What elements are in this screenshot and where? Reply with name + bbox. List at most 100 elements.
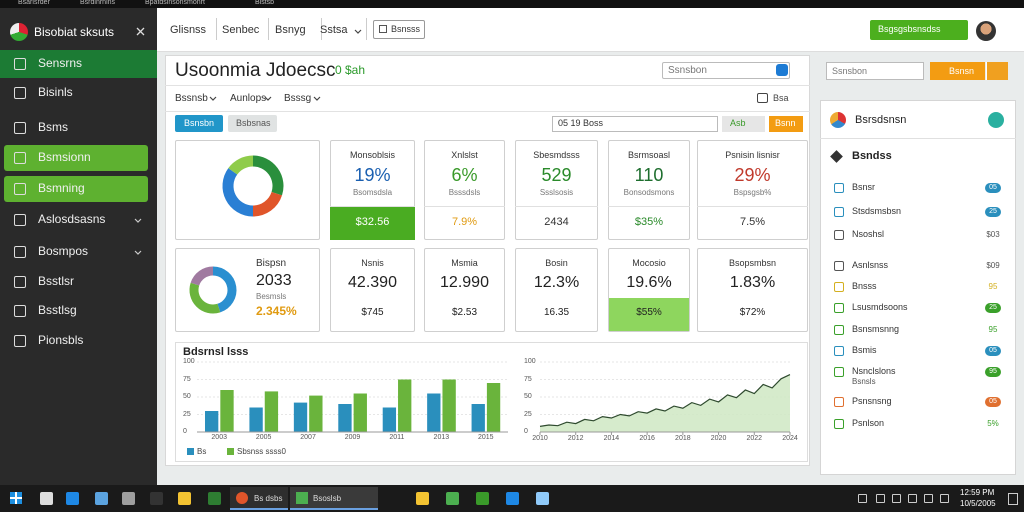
list-item[interactable]: Stsdsmsbsn <box>852 206 902 216</box>
button-icon <box>379 25 387 33</box>
taskbar-icon[interactable] <box>506 492 519 505</box>
list-item[interactable]: Nsnclslons <box>852 366 896 376</box>
item-icon <box>834 230 844 240</box>
tray-icon <box>892 494 901 503</box>
badge-label: 25 <box>989 304 997 311</box>
menu-item[interactable]: Bisinls <box>38 85 73 99</box>
tray-icon <box>876 494 885 503</box>
card-foot: 2434 <box>544 216 569 228</box>
filter-dropdown[interactable]: Aunlops <box>230 93 267 104</box>
taskbar-tab[interactable] <box>290 487 378 510</box>
tab-divider <box>321 18 322 40</box>
menu-icon <box>14 122 26 134</box>
list-item[interactable]: Bsmis <box>852 345 877 355</box>
item-icon <box>834 183 844 193</box>
caret <box>134 218 142 223</box>
taskbar-icon[interactable] <box>66 492 79 505</box>
toolbar-icon <box>757 93 768 103</box>
tab-divider <box>268 18 269 40</box>
y-tick-label: 25 <box>524 410 532 418</box>
bar <box>293 402 308 432</box>
menu-item[interactable]: Bosmpos <box>38 244 89 258</box>
item-icon <box>834 207 844 217</box>
taskbar-icon[interactable] <box>446 492 459 505</box>
taskbar-icon[interactable] <box>476 492 489 505</box>
taskbar-icon[interactable] <box>536 492 549 505</box>
menu-item[interactable]: Bsms <box>38 120 68 134</box>
menu-item[interactable]: Bsstlsg <box>38 303 77 317</box>
x-tick-label: 2014 <box>603 435 620 442</box>
divider <box>165 85 810 86</box>
card-foot: 7.9% <box>451 216 478 228</box>
tab-icon <box>236 492 248 504</box>
taskbar-icon[interactable] <box>40 492 53 505</box>
x-tick-label: 2020 <box>710 435 727 442</box>
browser-tab: Bsrdinrnlns <box>80 0 116 6</box>
menu-item[interactable]: Pionsbls <box>38 333 84 347</box>
item-icon <box>834 346 844 356</box>
item-badge <box>985 397 1001 407</box>
app-title: Bisobiat sksuts <box>34 25 115 39</box>
legend-swatch <box>187 448 194 455</box>
list-item[interactable]: Asnlsnss <box>852 260 889 270</box>
item-icon <box>834 325 844 335</box>
x-tick-label: 2007 <box>300 434 316 441</box>
filter-dropdown[interactable]: Bsssg <box>284 93 312 104</box>
header-button[interactable] <box>373 20 425 39</box>
card-foot: $2.53 <box>451 307 478 318</box>
right-button[interactable] <box>930 62 985 80</box>
nav-tab[interactable]: Senbec <box>222 24 260 36</box>
taskbar-icon[interactable] <box>150 492 163 505</box>
card-sub: Besmsls <box>256 292 287 301</box>
action-primary[interactable] <box>175 115 223 132</box>
taskbar-icon[interactable] <box>178 492 191 505</box>
card-foot: $55% <box>636 307 662 318</box>
card-title: Monsoblsis <box>349 150 396 160</box>
taskbar-icon[interactable] <box>416 492 429 505</box>
right-button-icon[interactable] <box>986 62 1008 80</box>
cta-button[interactable] <box>870 20 968 40</box>
search-icon[interactable] <box>776 64 788 76</box>
date-box <box>552 116 718 132</box>
tray-icon <box>924 494 933 503</box>
item-badge <box>985 346 1001 356</box>
bar <box>442 379 456 432</box>
caret <box>209 96 217 101</box>
bar <box>471 404 485 432</box>
card-value: 19% <box>354 165 391 185</box>
list-item[interactable]: Lsusmdsoons <box>852 302 908 312</box>
nav-tab[interactable]: Bsnyg <box>275 24 306 36</box>
taskbar-icon[interactable] <box>122 492 135 505</box>
menu-item[interactable]: Sensrns <box>38 56 83 70</box>
list-item[interactable]: Psnsnsng <box>852 396 892 406</box>
badge-label: 5% <box>987 419 999 428</box>
list-item[interactable]: Nsoshsl <box>852 229 885 239</box>
menu-item[interactable]: Bsstlsr <box>38 274 74 288</box>
card-title: Bsrmsoasl <box>627 150 671 160</box>
panel-close[interactable] <box>988 112 1004 128</box>
menu-item[interactable]: Bsmsionn <box>38 150 91 164</box>
filter-dropdown[interactable]: Bssnsb <box>175 93 208 104</box>
panel-icon <box>830 112 846 128</box>
list-item[interactable]: Psnlson <box>852 418 885 428</box>
toolbar-label: Bsa <box>773 93 789 103</box>
y-tick-label: 100 <box>524 358 536 365</box>
menu-item[interactable]: Aslosdsasns <box>38 212 106 226</box>
action-secondary[interactable] <box>228 115 277 132</box>
taskbar-tab-label: Bs dsbs <box>254 494 283 503</box>
list-item[interactable]: Bnsss <box>852 281 877 291</box>
date-button-primary[interactable] <box>769 116 803 132</box>
item-icon <box>834 303 844 313</box>
line-chart <box>539 361 791 435</box>
taskbar-icon[interactable] <box>208 492 221 505</box>
chart-panel <box>175 342 808 462</box>
date-button[interactable] <box>722 116 765 132</box>
card-foot: 2.345% <box>256 304 297 318</box>
nav-tab[interactable]: Sstsa <box>320 24 348 36</box>
menu-item[interactable]: Bsmning <box>38 181 85 195</box>
caret <box>134 250 142 255</box>
taskbar-icon[interactable] <box>95 492 108 505</box>
list-item[interactable]: Bsnsr <box>852 182 876 192</box>
list-item[interactable]: Bsnsmsnng <box>852 324 900 334</box>
nav-tab[interactable]: Glisnss <box>170 24 207 36</box>
